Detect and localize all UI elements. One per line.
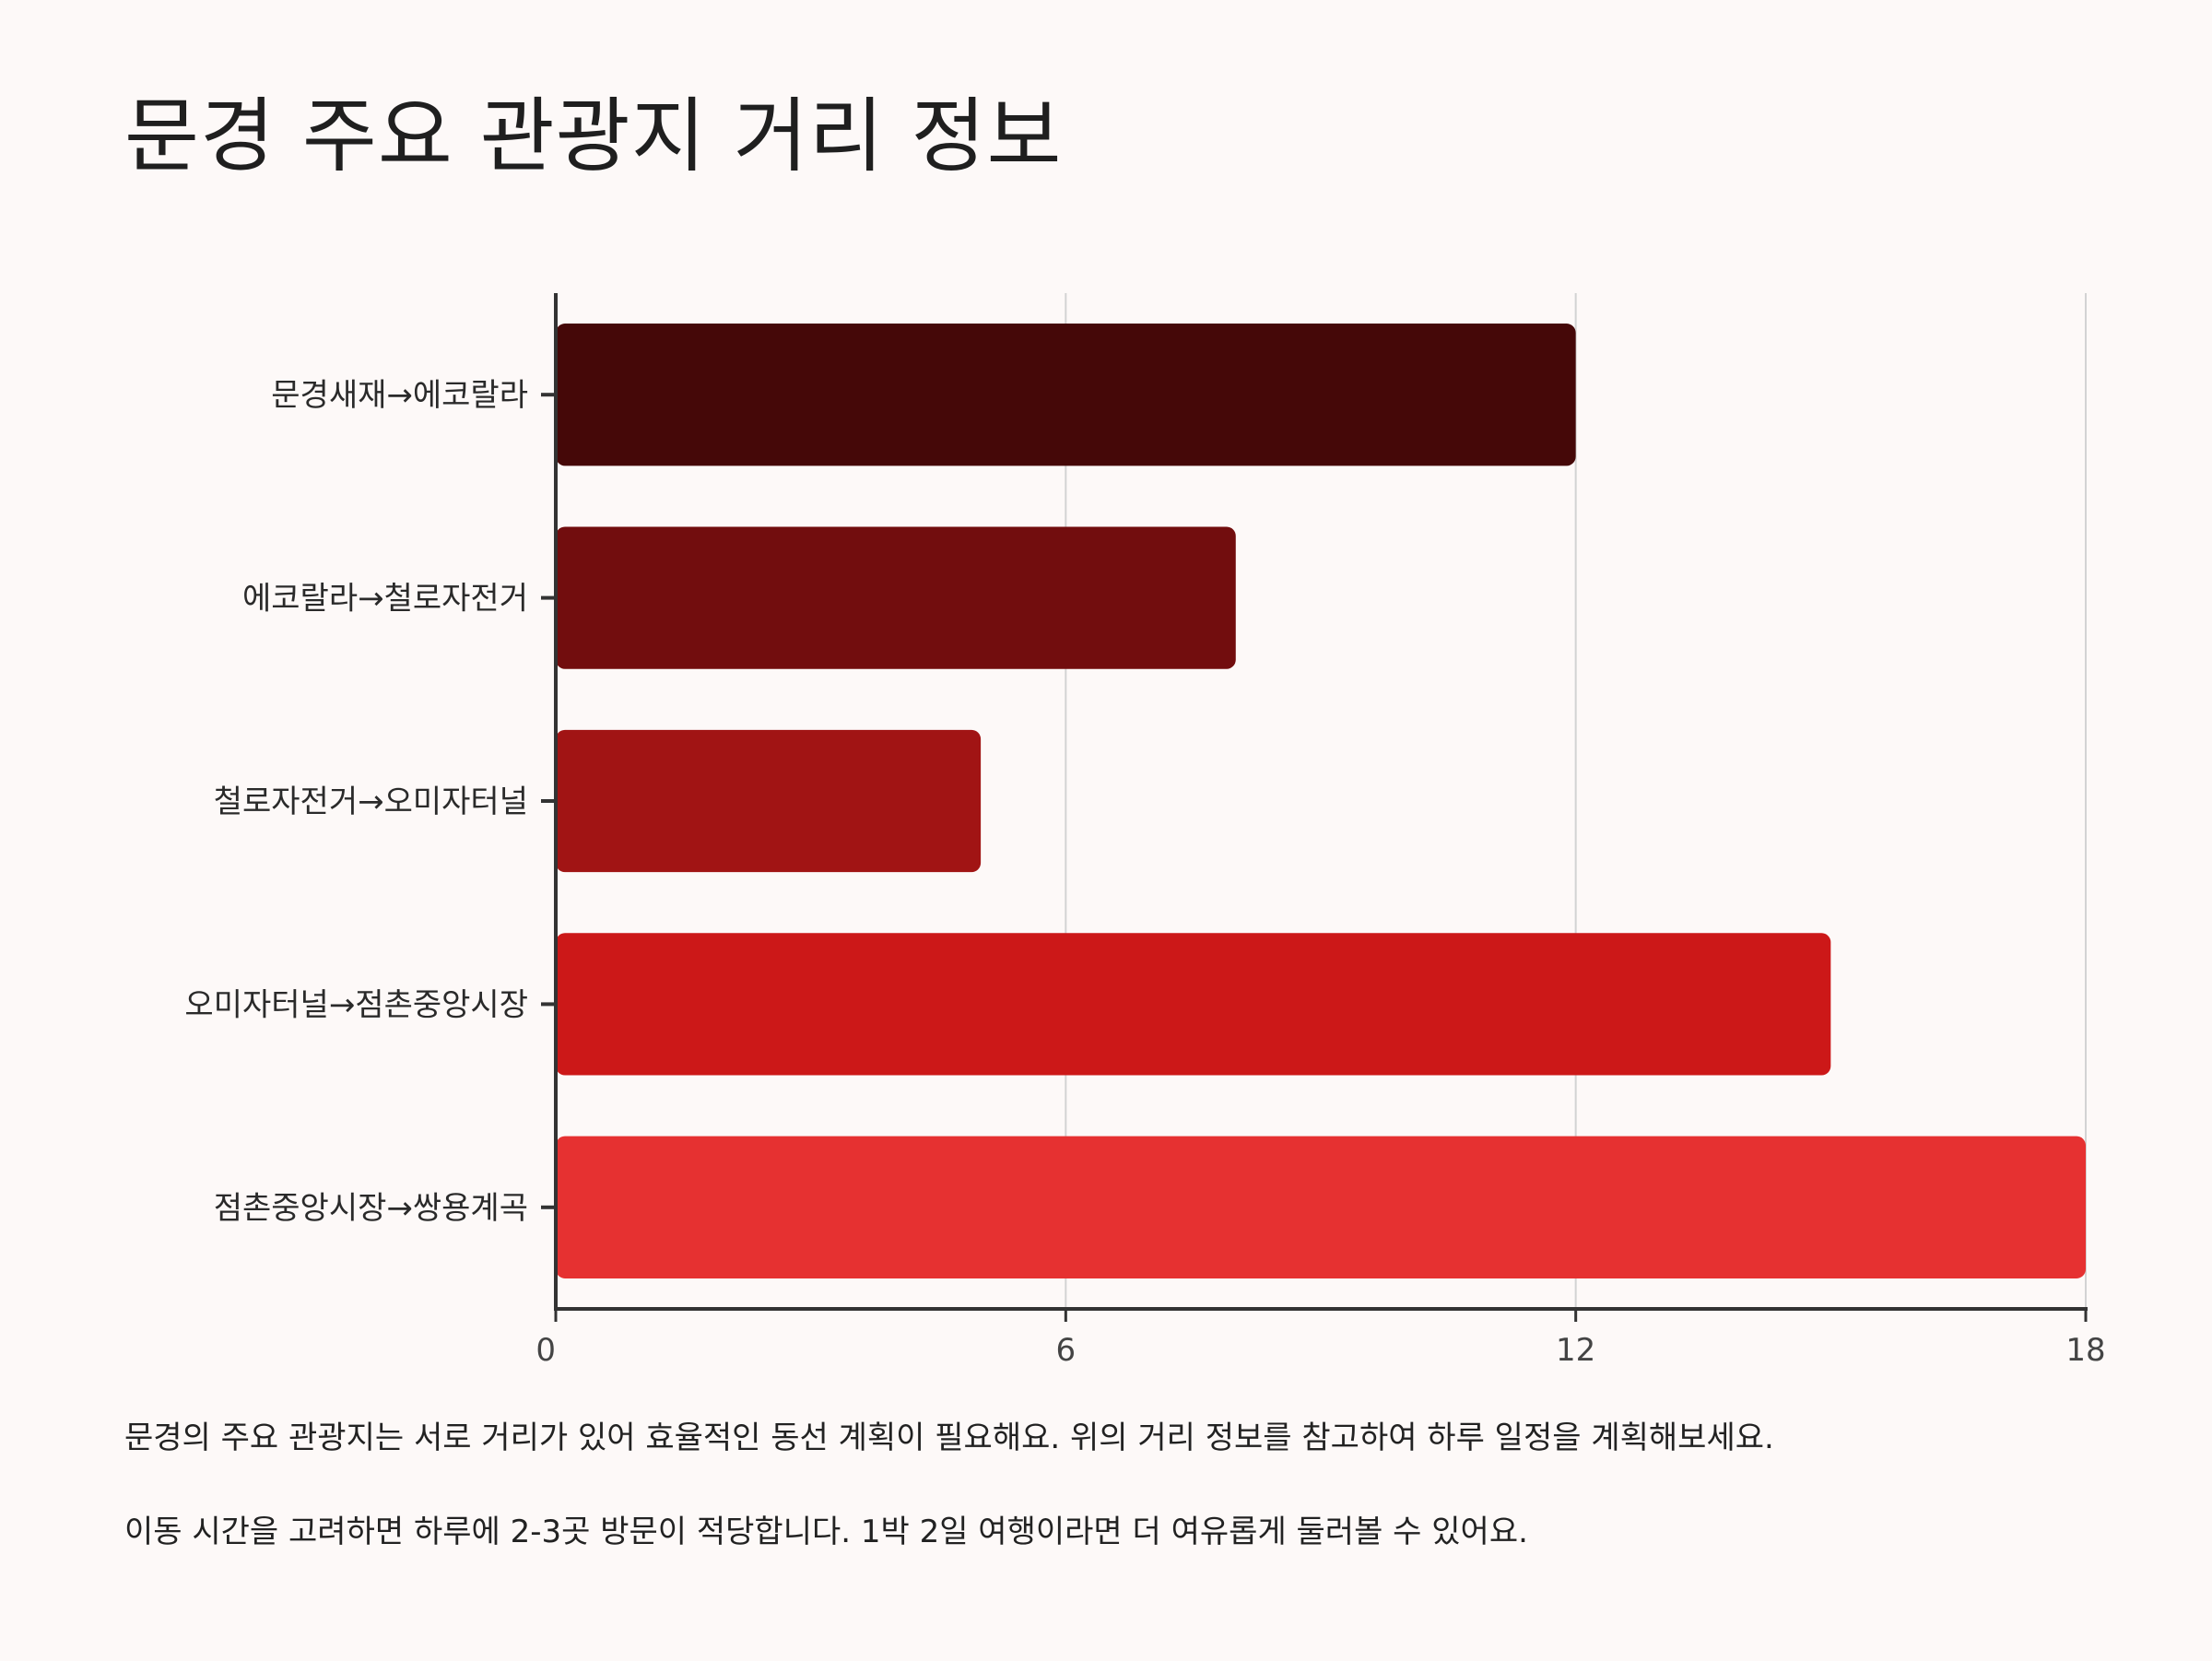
x-tick-label-2: 12: [1556, 1332, 1595, 1369]
bar-1: [556, 526, 1236, 669]
y-tick-label-1: 에코랄라→철로자전거: [242, 581, 528, 618]
x-tick-label-3: 18: [2065, 1332, 2105, 1369]
bar-2: [556, 729, 982, 873]
chart-caption-visit-tip: 이동 시간을 고려하면 하루에 2-3곳 방문이 적당합니다. 1박 2일 여행…: [124, 1514, 1528, 1550]
chart-labels: 0 6 12 18 문경새재→에코랄라에코랄라→철로자전거철로자전거→오미자터널오미자터…: [184, 377, 2105, 1369]
bar-4: [556, 1136, 2086, 1278]
y-tick-label-2: 철로자전거→오미자터널: [214, 783, 528, 820]
chart-axes: [541, 293, 2088, 1322]
y-tick-label-3: 오미자터널→점촌중앙시장: [184, 986, 528, 1023]
x-tick-label-0: 0: [535, 1332, 556, 1369]
bar-0: [556, 324, 1576, 466]
chart-bars: [556, 324, 2086, 1278]
y-tick-label-4: 점촌중앙시장→쌍용계곡: [214, 1190, 528, 1227]
y-tick-label-0: 문경새재→에코랄라: [271, 377, 528, 414]
chart-caption-route-planning: 문경의 주요 관광지는 서로 거리가 있어 효율적인 동선 계획이 필요해요. …: [124, 1420, 1774, 1456]
bar-3: [556, 933, 1831, 1076]
x-tick-label-1: 6: [1056, 1332, 1077, 1369]
page-title: 문경 주요 관광지 거리 정보: [124, 88, 1063, 183]
